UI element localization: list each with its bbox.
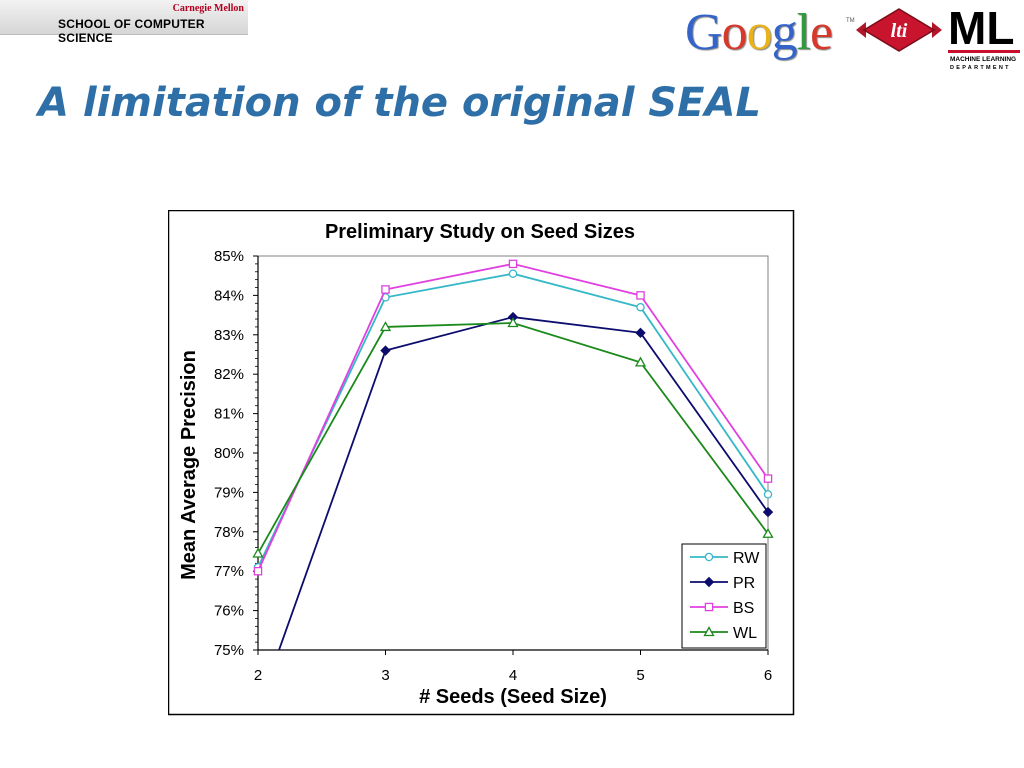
legend-label-rw: RW [733, 550, 760, 567]
x-tick-label: 3 [381, 667, 389, 684]
legend-box [681, 543, 767, 649]
y-tick-label: 78% [214, 524, 244, 541]
data-point-rw [763, 490, 773, 499]
cmu-header-bar: Carnegie Mellon SCHOOL OF COMPUTER SCIEN… [0, 0, 248, 45]
data-point-bs [253, 566, 263, 576]
legend-marker-pr [703, 576, 715, 588]
data-point-pr [380, 345, 391, 356]
data-point-wl [762, 527, 774, 538]
chart-title: Preliminary Study on Seed Sizes [325, 221, 635, 243]
y-tick-label: 76% [214, 603, 244, 620]
trademark-mark: TM [846, 18, 855, 24]
x-tick-label: 6 [764, 667, 772, 684]
school-name: SCHOOL OF COMPUTER SCIENCE [58, 17, 205, 45]
data-point-rw [636, 302, 645, 312]
legend-label-wl: WL [733, 625, 757, 642]
svg-text:DEPARTMENT: DEPARTMENT [950, 65, 1011, 71]
svg-text:ML: ML [948, 2, 1014, 54]
google-logo: Google [685, 4, 833, 61]
y-tick-label: 84% [214, 287, 244, 304]
data-point-wl [379, 321, 392, 332]
legend-marker-wl [703, 626, 715, 637]
svg-text:lti: lti [891, 20, 908, 42]
y-tick-label: 85% [214, 248, 244, 265]
y-tick-label: 80% [214, 445, 244, 462]
y-tick-label: 82% [214, 366, 244, 383]
data-point-bs [508, 259, 518, 269]
data-point-wl [634, 356, 647, 367]
ml-logo: ML MACHINE LEARNING DEPARTMENT [948, 2, 1020, 71]
y-axis-label: Mean Average Precision [178, 350, 200, 580]
data-point-pr [635, 327, 646, 339]
y-tick-label: 83% [214, 327, 244, 344]
legend-marker-bs [704, 602, 714, 612]
svg-text:MACHINE LEARNING: MACHINE LEARNING [950, 56, 1016, 63]
data-point-wl [507, 317, 519, 328]
data-point-bs [763, 474, 773, 483]
y-tick-label: 81% [214, 406, 244, 423]
legend-label-bs: BS [733, 600, 754, 617]
data-point-bs [381, 285, 390, 294]
data-point-wl [252, 547, 264, 558]
x-tick-label: 2 [254, 667, 262, 684]
x-axis-label: # Seeds (Seed Size) [419, 686, 607, 708]
slide-title: A limitation of the original SEAL [38, 80, 761, 126]
data-point-bs [636, 291, 645, 300]
data-point-rw [508, 269, 518, 278]
legend-label-pr: PR [733, 575, 755, 592]
chart-area: Preliminary Study on Seed Sizes Mean Ave… [168, 210, 795, 716]
y-tick-label: 79% [214, 484, 244, 501]
university-name: Carnegie Mellon [172, 3, 244, 14]
legend-marker-rw [704, 552, 714, 562]
y-tick-label: 75% [214, 642, 244, 659]
x-tick-label: 4 [509, 667, 517, 684]
data-point-pr [762, 506, 774, 518]
y-tick-label: 77% [214, 563, 244, 580]
x-tick-label: 5 [636, 667, 644, 684]
lti-logo: lti [856, 8, 942, 52]
